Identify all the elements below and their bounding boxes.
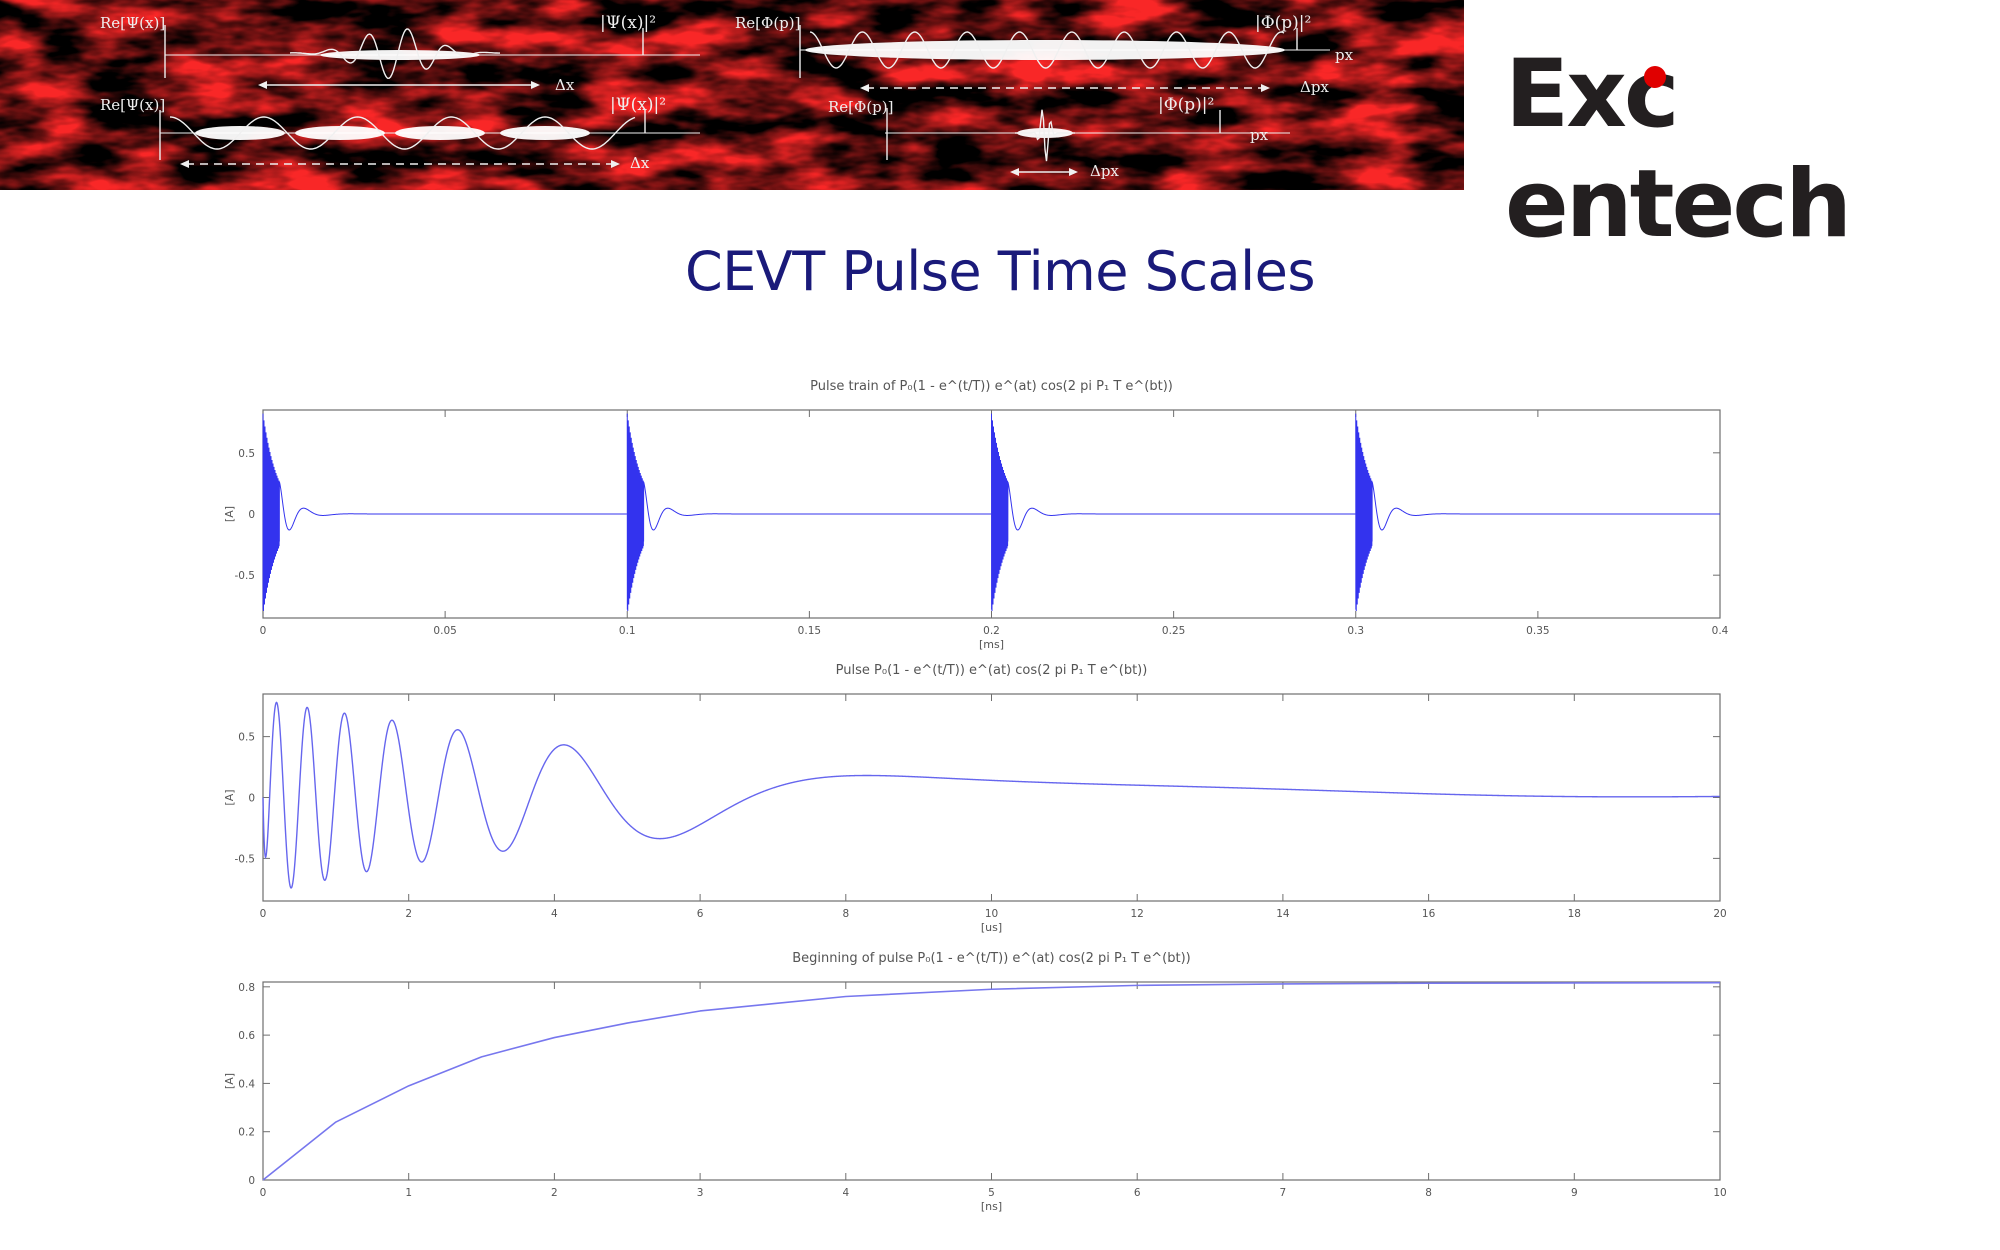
banner-density-1 — [320, 50, 480, 60]
chart-title: Pulse train of P₀(1 - e^(t/T)) e^(at) co… — [810, 379, 1173, 394]
x-tick-label: 0.25 — [1162, 625, 1185, 637]
chart-title: Beginning of pulse P₀(1 - e^(t/T)) e^(at… — [792, 951, 1190, 966]
y-tick-label: 0 — [248, 793, 255, 805]
banner-label: px — [1335, 46, 1354, 64]
y-tick-label: 0.6 — [238, 1030, 255, 1042]
chart-single-pulse: Pulse P₀(1 - e^(t/T)) e^(at) cos(2 pi P₁… — [223, 663, 1727, 934]
x-tick-label: 8 — [1425, 1187, 1432, 1199]
y-tick-label: 0.2 — [238, 1127, 255, 1139]
chart-pulse-train: Pulse train of P₀(1 - e^(t/T)) e^(at) co… — [223, 379, 1729, 650]
plot-frame — [262, 693, 1721, 902]
x-tick-label: 7 — [1280, 1187, 1287, 1199]
banner-label: Re[Φ(p)] — [828, 98, 893, 116]
y-axis-label: [A] — [223, 789, 236, 805]
pulse-series-line — [262, 413, 627, 611]
pulse-series-line — [1355, 413, 1720, 611]
x-tick-label: 2 — [551, 1187, 558, 1199]
x-tick-label: 5 — [988, 1187, 995, 1199]
logo-red-dot-icon — [1644, 66, 1667, 88]
chart-pulse-beginning: Beginning of pulse P₀(1 - e^(t/T)) e^(at… — [223, 951, 1727, 1213]
x-tick-label: 0.3 — [1347, 625, 1364, 637]
y-tick-label: 0.8 — [238, 982, 255, 994]
banner-label: |Φ(p)|² — [1158, 95, 1214, 115]
banner-wave-1 — [289, 28, 500, 80]
x-tick-label: 0.2 — [983, 625, 1000, 637]
x-tick-label: 3 — [697, 1187, 704, 1199]
y-tick-label: 0.5 — [238, 448, 255, 460]
x-tick-label: 6 — [1134, 1187, 1141, 1199]
x-tick-label: 1 — [405, 1187, 412, 1199]
x-tick-label: 12 — [1131, 908, 1144, 920]
x-tick-label: 8 — [842, 908, 849, 920]
banner-wave-3 — [169, 116, 636, 150]
y-tick-label: 0 — [248, 1175, 255, 1187]
x-tick-label: 20 — [1713, 908, 1726, 920]
banner-wave-2 — [809, 31, 1285, 69]
pulse-series-line — [262, 701, 1720, 889]
y-tick-label: 0.4 — [238, 1078, 255, 1090]
chart-title: Pulse P₀(1 - e^(t/T)) e^(at) cos(2 pi P₁… — [836, 663, 1148, 678]
slide-title: CEVT Pulse Time Scales — [684, 240, 1316, 303]
banner-density-3c — [395, 126, 485, 140]
x-tick-label: 4 — [842, 1187, 849, 1199]
x-tick-label: 2 — [405, 908, 412, 920]
x-tick-label: 0.15 — [798, 625, 821, 637]
x-tick-label: 0 — [260, 908, 267, 920]
x-tick-label: 0 — [260, 1187, 267, 1199]
banner-label: |Ψ(x)|² — [600, 13, 656, 33]
x-tick-label: 14 — [1276, 908, 1290, 920]
x-tick-label: 9 — [1571, 1187, 1578, 1199]
x-tick-label: 0.05 — [433, 625, 456, 637]
banner-label: |Φ(p)|² — [1255, 13, 1311, 33]
y-tick-label: -0.5 — [235, 853, 256, 865]
x-axis-label: [us] — [981, 921, 1002, 934]
banner-label: Re[Ψ(x)] — [100, 96, 165, 114]
banner-wave-4 — [1015, 109, 1075, 162]
company-logo: Exc entech — [1505, 40, 1985, 259]
banner-label: Δpx — [1090, 162, 1119, 180]
logo-c-with-dot: c — [1623, 40, 1680, 149]
x-tick-label: 0.1 — [619, 625, 636, 637]
logo-text-part-a: Ex — [1505, 40, 1627, 149]
rise-series-line — [262, 981, 1721, 1181]
banner-label: px — [1250, 126, 1269, 144]
banner-label: Re[Φ(p)] — [735, 14, 800, 32]
header-banner-image: Re[Ψ(x)] |Ψ(x)|² Δx Re[Φ(p)] |Φ(p)|² px Δpx Re[… — [0, 0, 1464, 190]
x-tick-label: 6 — [697, 908, 704, 920]
y-tick-label: -0.5 — [235, 570, 256, 582]
y-tick-label: 0 — [248, 509, 255, 521]
banner-label: Δpx — [1300, 78, 1329, 96]
banner-smoke — [0, 0, 1464, 190]
x-tick-label: 4 — [551, 908, 558, 920]
x-axis-label: [ms] — [979, 638, 1004, 650]
x-tick-label: 18 — [1568, 908, 1581, 920]
x-tick-label: 0 — [260, 625, 267, 637]
x-tick-label: 10 — [985, 908, 998, 920]
banner-label: Δx — [630, 154, 650, 172]
pulse-series-line — [626, 413, 992, 611]
banner-density-3d — [500, 126, 590, 140]
banner-label: Δx — [555, 76, 575, 94]
y-tick-label: 0.5 — [238, 732, 255, 744]
y-axis-label: [A] — [223, 1073, 236, 1089]
banner-label: Re[Ψ(x)] — [100, 14, 165, 32]
banner-density-4 — [1017, 128, 1073, 138]
x-tick-label: 16 — [1422, 908, 1436, 920]
y-axis-label: [A] — [223, 506, 236, 522]
plot-frame — [262, 981, 1721, 1181]
x-tick-label: 0.4 — [1712, 625, 1729, 637]
x-tick-label: 10 — [1713, 1187, 1726, 1199]
x-axis-label: [ns] — [981, 1200, 1002, 1213]
banner-label: |Ψ(x)|² — [610, 95, 666, 115]
x-tick-label: 0.35 — [1526, 625, 1549, 637]
banner-density-3b — [295, 126, 385, 140]
pulse-series-line — [991, 413, 1356, 611]
logo-text-part-b: entech — [1505, 150, 1852, 259]
